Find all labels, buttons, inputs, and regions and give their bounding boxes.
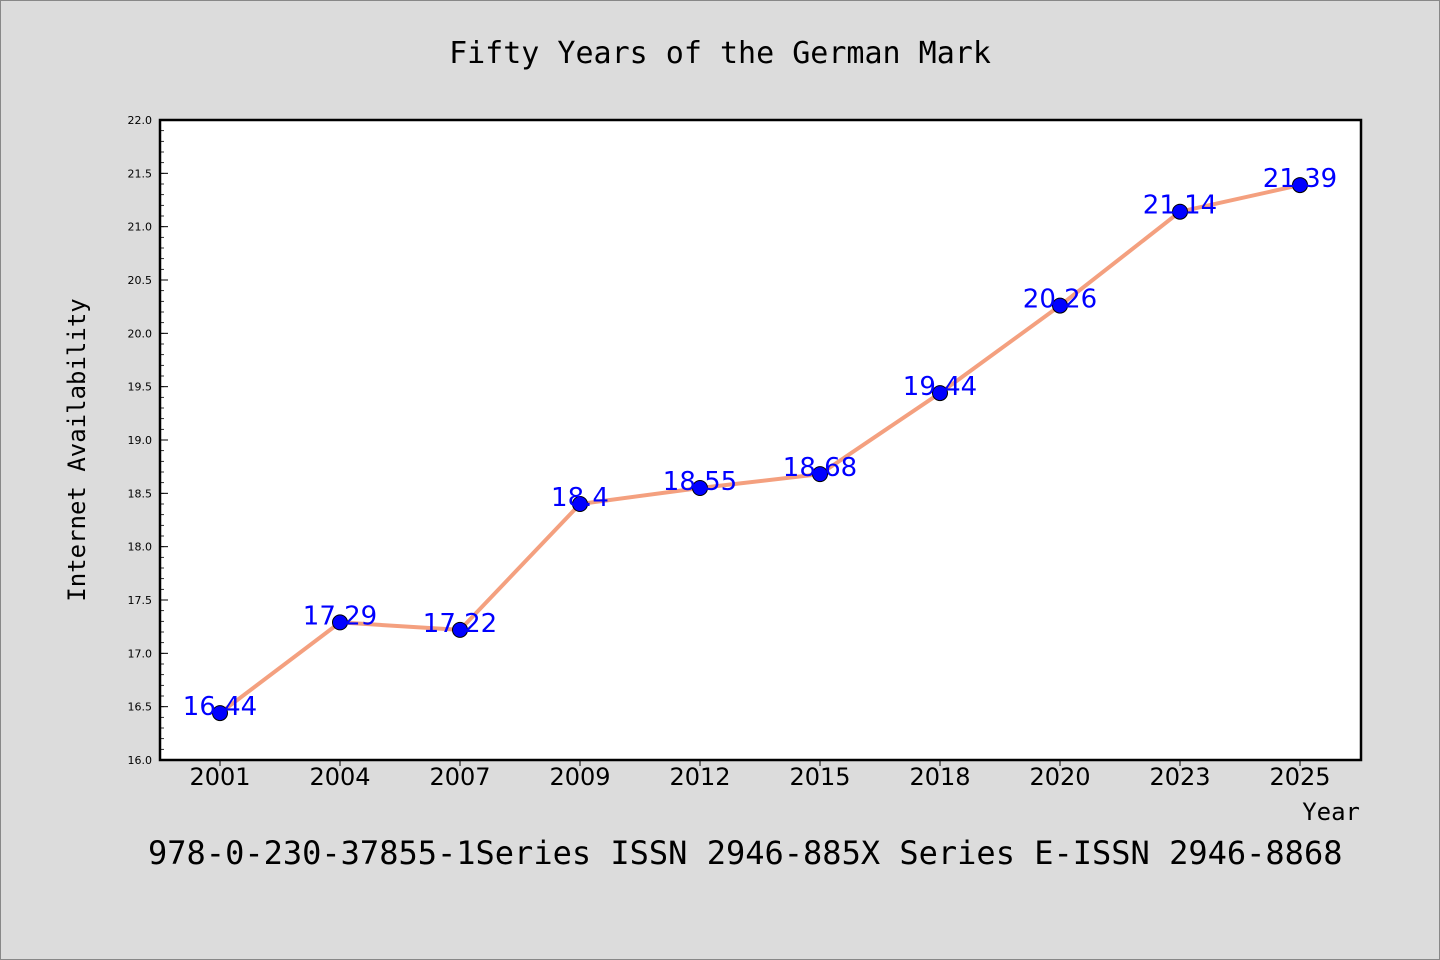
x-tick-label: 2001 (189, 763, 250, 791)
data-label: 21.14 (1143, 191, 1217, 221)
x-tick-label: 2009 (549, 763, 610, 791)
x-tick-label: 2012 (669, 763, 730, 791)
data-label: 20.26 (1023, 285, 1097, 315)
x-axis-label: Year (1302, 798, 1360, 826)
y-tick-label: 21.5 (128, 167, 153, 180)
y-axis-label: Internet Availability (63, 298, 91, 601)
data-label: 18.55 (663, 467, 737, 497)
y-tick-label: 18.5 (128, 487, 153, 500)
x-tick-label: 2004 (309, 763, 370, 791)
y-tick-label: 18.0 (128, 541, 153, 554)
x-tick-label: 2023 (1149, 763, 1210, 791)
data-label: 16.44 (183, 692, 257, 722)
data-label: 19.44 (903, 372, 977, 402)
x-tick-label: 2015 (789, 763, 850, 791)
y-tick-label: 20.5 (128, 274, 153, 287)
y-tick-label: 16.0 (128, 754, 153, 767)
x-tick-label: 2025 (1269, 763, 1330, 791)
data-label: 17.29 (303, 601, 377, 631)
footer-isbn-issn: 978-0-230-37855-1Series ISSN 2946-885X S… (148, 834, 1342, 872)
x-tick-label: 2018 (909, 763, 970, 791)
data-label: 21.39 (1263, 164, 1337, 194)
x-tick-label: 2020 (1029, 763, 1090, 791)
y-tick-label: 22.0 (128, 114, 153, 127)
y-tick-label: 21.0 (128, 221, 153, 234)
y-tick-label: 19.5 (128, 381, 153, 394)
y-tick-label: 17.5 (128, 594, 153, 607)
data-label: 18.68 (783, 453, 857, 483)
chart-title: Fifty Years of the German Mark (449, 36, 991, 71)
y-tick-label: 17.0 (128, 647, 153, 660)
y-tick-label: 19.0 (128, 434, 153, 447)
data-label: 17.22 (423, 609, 497, 639)
x-tick-label: 2007 (429, 763, 490, 791)
y-tick-label: 16.5 (128, 701, 153, 714)
data-label: 18.4 (551, 483, 609, 513)
y-tick-label: 20.0 (128, 327, 153, 340)
